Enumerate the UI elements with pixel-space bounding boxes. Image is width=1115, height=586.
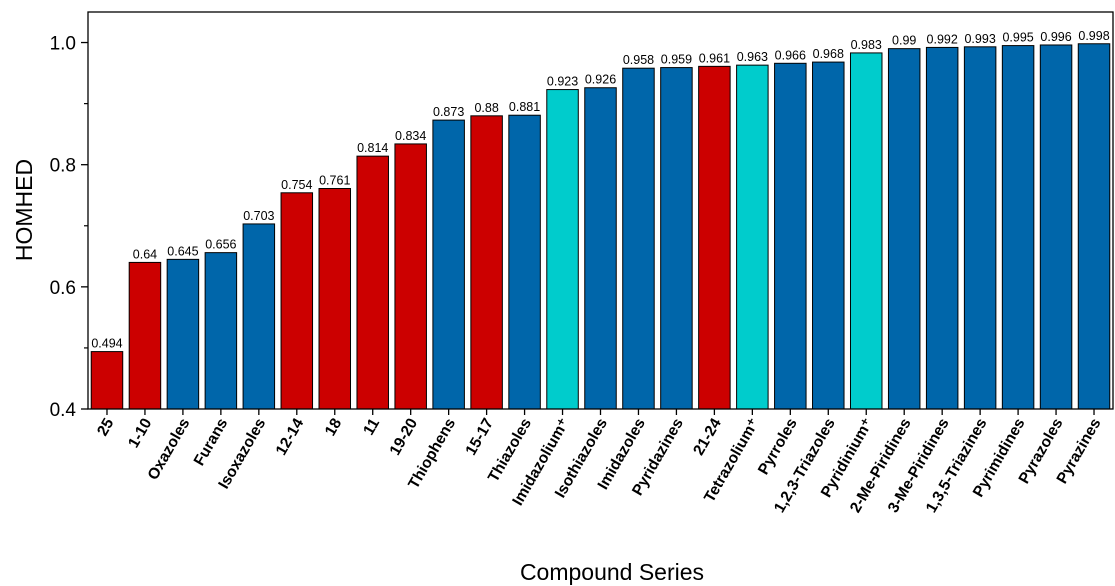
bar — [849, 52, 883, 410]
bar — [698, 65, 731, 410]
data-label: 0.88 — [474, 101, 498, 115]
data-label: 0.494 — [91, 337, 122, 351]
data-label: 0.996 — [1040, 30, 1071, 44]
bar — [166, 258, 200, 410]
x-tick-label: 15-17 — [463, 415, 498, 458]
bar — [622, 67, 655, 410]
data-label: 0.754 — [281, 178, 312, 192]
bar — [128, 261, 162, 410]
data-label: 0.64 — [133, 247, 157, 261]
y-tick-label: 0.6 — [50, 278, 76, 299]
bar — [925, 46, 959, 410]
data-label: 0.998 — [1078, 29, 1109, 43]
data-label: 0.961 — [699, 51, 730, 65]
x-tick-label: 18 — [322, 415, 346, 439]
bar — [470, 115, 503, 410]
data-label: 0.995 — [1002, 31, 1033, 45]
x-tick-label: 11 — [360, 415, 383, 438]
bar — [1039, 44, 1073, 410]
data-label: 0.968 — [813, 47, 844, 61]
data-label: 0.99 — [892, 34, 916, 48]
bar — [242, 223, 276, 410]
bar — [318, 188, 352, 410]
data-label: 0.963 — [737, 50, 768, 64]
bar — [812, 61, 845, 410]
bar — [1077, 43, 1111, 410]
data-label: 0.881 — [509, 100, 540, 114]
y-axis-title: HOMHED — [11, 159, 37, 261]
data-label: 0.814 — [357, 141, 388, 155]
bar — [90, 351, 124, 410]
bar — [660, 67, 693, 410]
data-label: 0.993 — [964, 32, 995, 46]
data-label: 0.761 — [319, 174, 350, 188]
x-tick-label: 21-24 — [690, 415, 725, 458]
data-label: 0.958 — [623, 53, 654, 67]
data-label: 0.873 — [433, 105, 464, 119]
data-label: 0.834 — [395, 129, 426, 143]
bar — [394, 143, 427, 410]
x-tick-label: Furans — [191, 416, 232, 469]
bars-group — [90, 43, 1111, 410]
data-label: 0.983 — [851, 38, 882, 52]
x-tick-label: 1-10 — [125, 416, 155, 451]
bar — [508, 114, 541, 410]
y-tick-label: 1.0 — [50, 34, 76, 55]
data-label: 0.959 — [661, 53, 692, 67]
data-label: 0.966 — [775, 48, 806, 62]
x-tick-label: 25 — [94, 415, 118, 439]
bar — [356, 155, 389, 410]
data-label: 0.656 — [205, 238, 236, 252]
bar — [736, 64, 769, 410]
x-axis-title: Compound Series — [520, 559, 704, 585]
bar — [546, 89, 579, 410]
y-tick-label: 0.4 — [50, 400, 77, 421]
bar — [774, 62, 807, 410]
data-label: 0.926 — [585, 73, 616, 87]
y-tick-label: 0.8 — [50, 156, 76, 177]
bar — [887, 48, 921, 410]
x-tick-label: 19-20 — [387, 416, 422, 459]
data-label: 0.645 — [167, 244, 198, 258]
bar — [584, 87, 617, 410]
bar — [280, 192, 314, 410]
x-tick-label: 12-14 — [273, 415, 308, 458]
bar — [1001, 45, 1035, 410]
data-label: 0.703 — [243, 209, 274, 223]
bar — [432, 119, 465, 410]
data-label: 0.923 — [547, 75, 578, 89]
value-labels-group: 0.494 0.64 0.645 0.656 0.703 0.754 0.761 0.814 0… — [91, 29, 1109, 351]
bar — [204, 252, 238, 410]
data-label: 0.992 — [927, 32, 958, 46]
bar — [963, 46, 997, 410]
y-axis: 0.4 0.6 0.8 1.0 — [50, 34, 88, 421]
